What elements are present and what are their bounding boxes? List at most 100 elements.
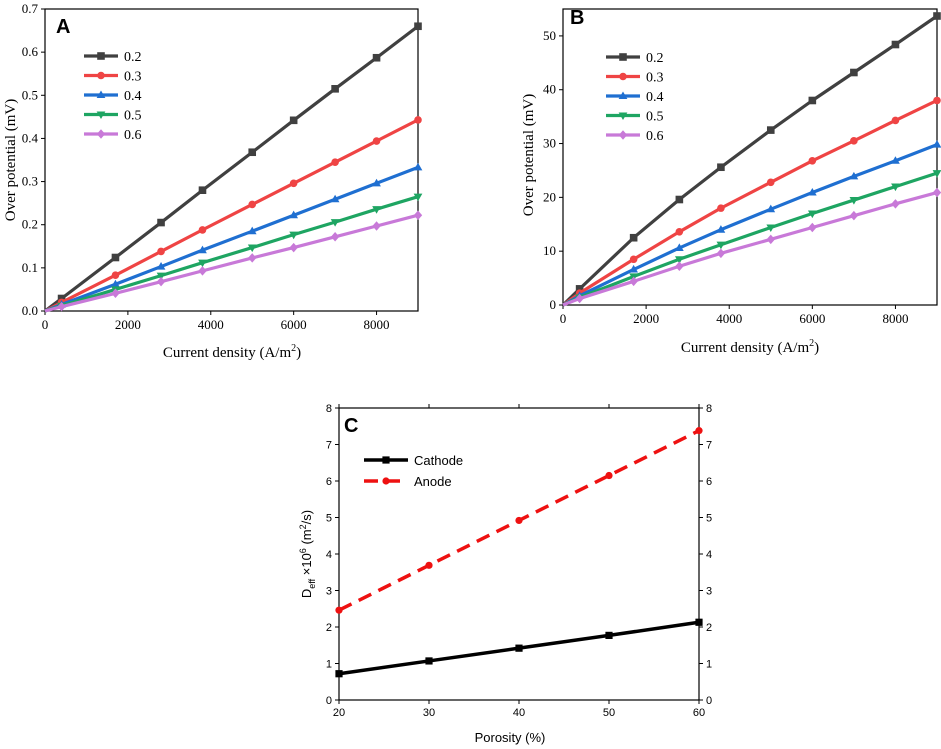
data-point [157,277,165,287]
y-tick-label: 5 [326,513,332,525]
y-tick-label: 1 [326,659,332,671]
y-tick-label-right: 8 [706,403,712,415]
series-0-2 [45,22,422,311]
data-point [248,148,256,156]
legend-marker [619,73,627,81]
x-tick-label: 4000 [716,311,742,326]
data-point [933,188,941,198]
y-tick-label-right: 4 [706,549,712,561]
data-point [850,211,858,221]
data-point [809,157,817,165]
y-tick-label: 0.6 [22,44,39,59]
y-tick-label: 7 [326,440,332,452]
y-tick-label: 0.0 [22,303,38,318]
data-point [891,199,899,209]
data-point [335,670,342,677]
data-point [157,219,165,227]
legend-label: 0.6 [646,129,664,144]
data-point [112,254,120,262]
series-cathode [335,619,702,678]
panel-a-label: A [56,16,70,38]
data-point [892,117,900,125]
data-point [605,632,612,639]
legend-marker [382,456,389,463]
data-point [414,22,422,30]
y-tick-label: 2 [326,622,332,634]
data-point [892,41,900,49]
data-point [248,253,256,263]
data-point [767,178,775,186]
y-tick-label-right: 0 [706,695,712,707]
y-tick-label: 0.4 [22,130,39,145]
x-tick-label: 4000 [198,317,224,332]
y-tick-label: 4 [326,549,332,561]
y-tick-label: 0.3 [22,174,38,189]
y-tick-label: 6 [326,476,332,488]
data-point [717,163,725,171]
data-point [933,140,941,148]
legend: 0.20.30.40.50.6 [606,51,664,144]
data-point [331,158,339,166]
data-point [425,657,432,664]
x-tick-label: 50 [603,707,615,719]
data-point [630,255,638,263]
series-0-6 [563,188,941,305]
data-point [717,249,725,258]
y-tick-label: 0.1 [22,260,38,275]
y-tick-label: 30 [543,136,556,151]
panel-a-chart: A Current density (A/m2) Over potential … [3,1,422,361]
data-point [248,201,256,209]
x-tick-label: 2000 [633,311,659,326]
series-line [563,100,937,305]
data-point [199,226,207,234]
x-tick-label: 6000 [799,311,825,326]
panel-b-chart: B Current density (A/m2) Over potential … [521,7,941,356]
data-point [676,228,684,236]
y-tick-label: 0 [326,695,332,707]
legend: Cathode Anode [364,453,463,489]
y-tick-label-right: 5 [706,513,712,525]
legend-label: 0.5 [124,109,142,124]
x-tick-label: 0 [42,317,49,332]
legend-label: 0.2 [124,50,142,65]
data-point [675,262,683,272]
y-tick-label: 0.5 [22,87,38,102]
data-point [414,163,423,171]
y-tick-label: 50 [543,28,556,43]
x-tick-label: 6000 [281,317,307,332]
series-0-5 [45,194,422,311]
x-tick-label: 2000 [115,317,141,332]
series-line [45,215,418,311]
panel-c-xlabel: Porosity (%) [475,730,546,745]
legend-label: 0.5 [646,110,664,125]
y-tick-label-right: 1 [706,659,712,671]
data-point [290,179,298,187]
y-tick-label: 40 [543,82,556,97]
data-point [112,271,120,279]
legend-label: Cathode [414,453,463,468]
data-point [331,232,339,242]
data-point [767,235,775,245]
legend-label: 0.6 [124,128,142,143]
data-point [808,223,816,233]
y-tick-label-right: 6 [706,476,712,488]
data-point [767,126,775,134]
x-tick-label: 20 [333,707,345,719]
panel-c-ylabel: Deff ×106 (m2/s) [298,510,317,598]
x-tick-label: 60 [693,707,705,719]
panel-a-ylabel: Over potential (mV) [3,99,19,221]
y-tick-label: 0.2 [22,217,38,232]
figure-canvas: A Current density (A/m2) Over potential … [0,0,941,749]
y-tick-label: 0.7 [22,1,39,16]
legend-label: 0.4 [124,89,142,104]
series-line [45,167,418,311]
y-tick-label: 8 [326,403,332,415]
data-point [373,54,381,62]
data-point [290,117,298,125]
data-point [630,234,638,242]
data-point [373,137,381,145]
panel-b-xlabel: Current density (A/m2) [681,338,819,356]
y-tick-label-right: 2 [706,622,712,634]
data-point [809,97,817,105]
legend-label: 0.2 [646,51,664,66]
